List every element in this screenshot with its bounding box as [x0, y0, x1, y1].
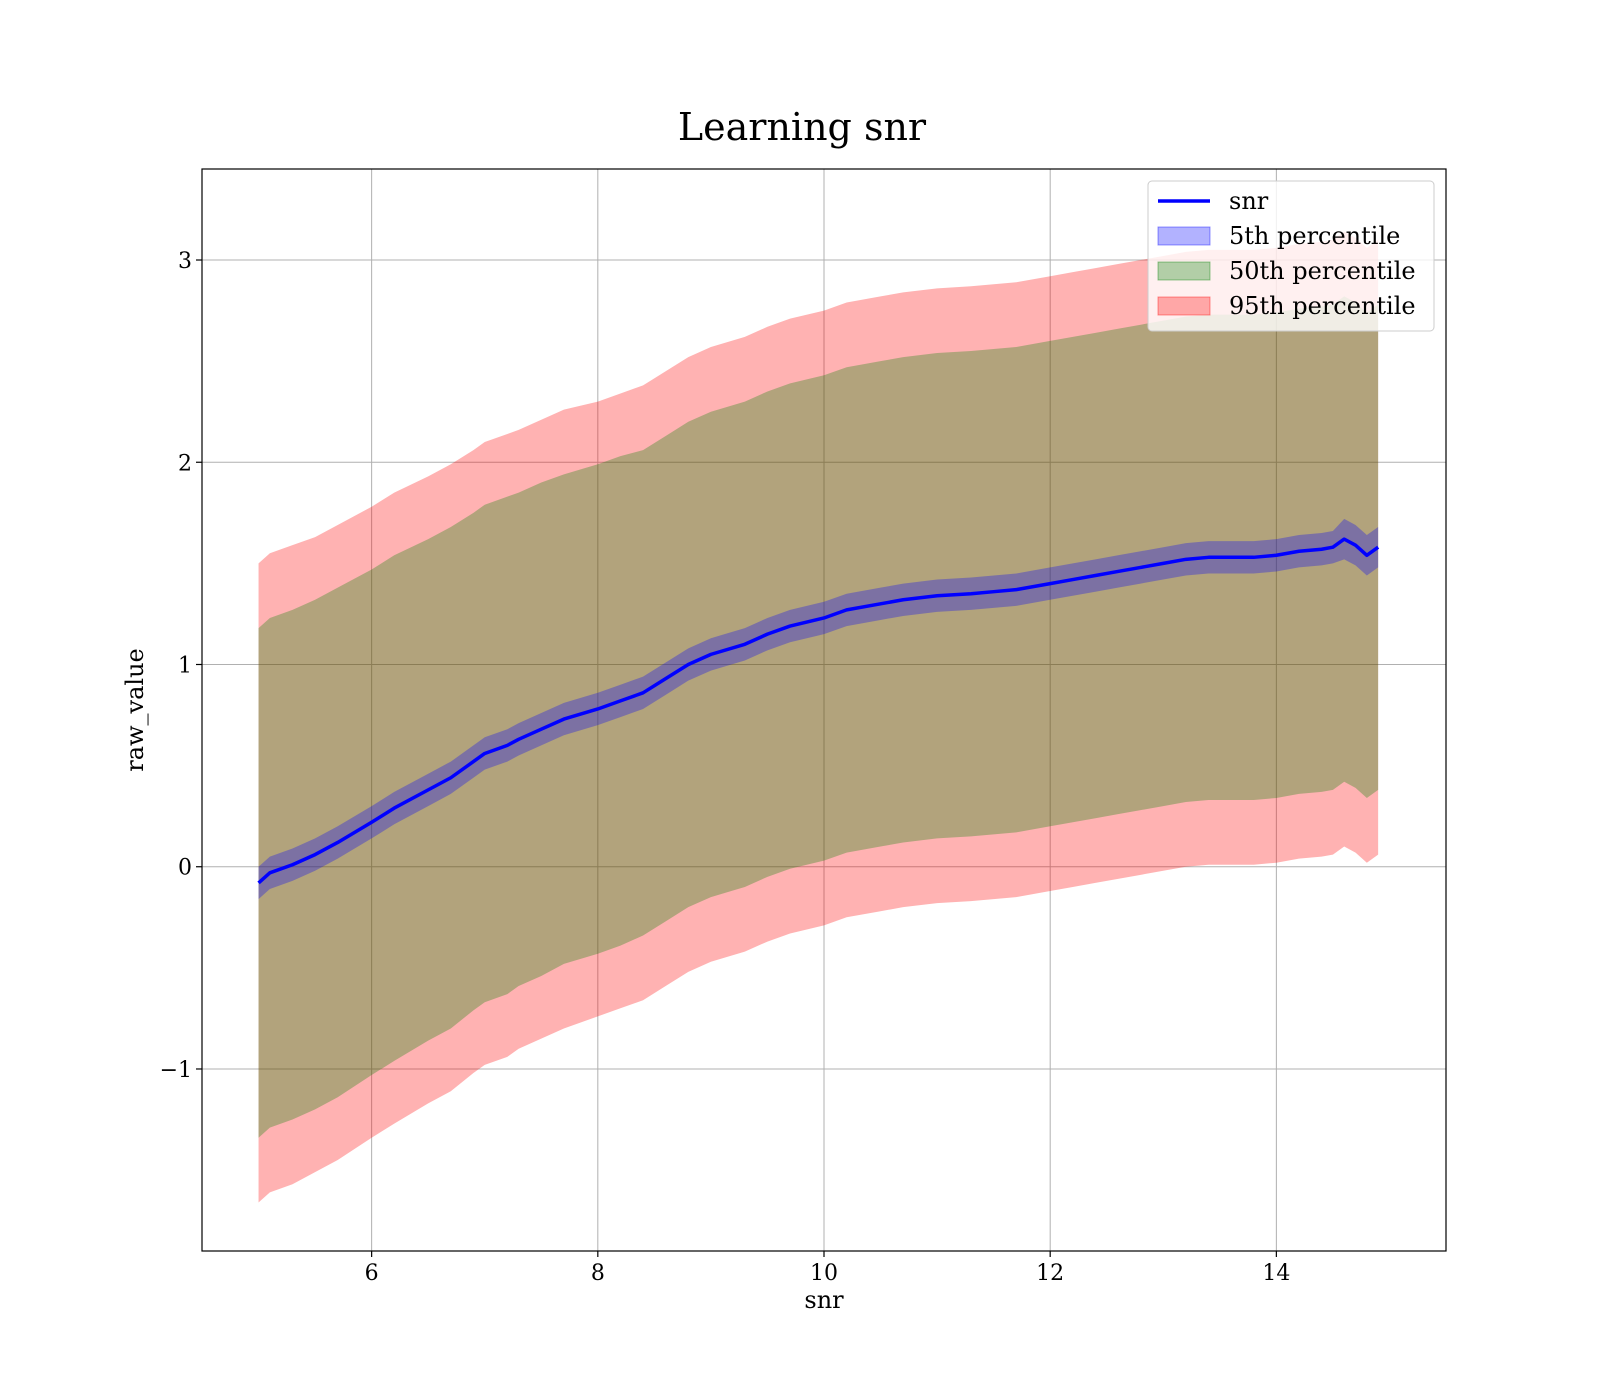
x-tick-label: 12	[1036, 1261, 1064, 1286]
x-axis-label: snr	[804, 1286, 844, 1314]
legend-label: 5th percentile	[1229, 222, 1400, 250]
x-tick-label: 8	[591, 1261, 605, 1286]
legend-label: 95th percentile	[1229, 292, 1416, 320]
snr-line	[257, 537, 1380, 885]
legend-label: snr	[1229, 187, 1269, 215]
x-tick-label: 10	[810, 1261, 838, 1286]
y-tick-label: 1	[178, 653, 192, 678]
y-axis-ticks: −1 0 1 2 3	[160, 249, 202, 1083]
legend-swatch	[1157, 226, 1211, 246]
legend-label: 50th percentile	[1229, 257, 1416, 285]
snr-line-group	[257, 537, 1380, 885]
50th-percentile-band	[258, 296, 1379, 1138]
legend-swatch	[1157, 296, 1211, 316]
x-tick-label: 14	[1262, 1261, 1290, 1286]
legend: snr 5th percentile 50th percentile 95th per…	[1147, 180, 1435, 332]
y-tick-label: 0	[178, 856, 192, 881]
x-tick-label: 6	[365, 1261, 379, 1286]
legend-box	[1147, 180, 1435, 332]
y-tick-label: 3	[178, 249, 192, 274]
chart-title: Learning snr	[678, 105, 927, 149]
legend-swatch	[1157, 261, 1211, 281]
y-tick-label: 2	[178, 451, 192, 476]
95th-percentile-band	[258, 231, 1379, 1203]
x-axis-ticks: 6 8 10 12 14	[365, 1251, 1290, 1286]
y-tick-label: −1	[160, 1058, 192, 1083]
percentile-bands	[258, 231, 1379, 1203]
y-axis-label: raw_value	[121, 648, 149, 772]
